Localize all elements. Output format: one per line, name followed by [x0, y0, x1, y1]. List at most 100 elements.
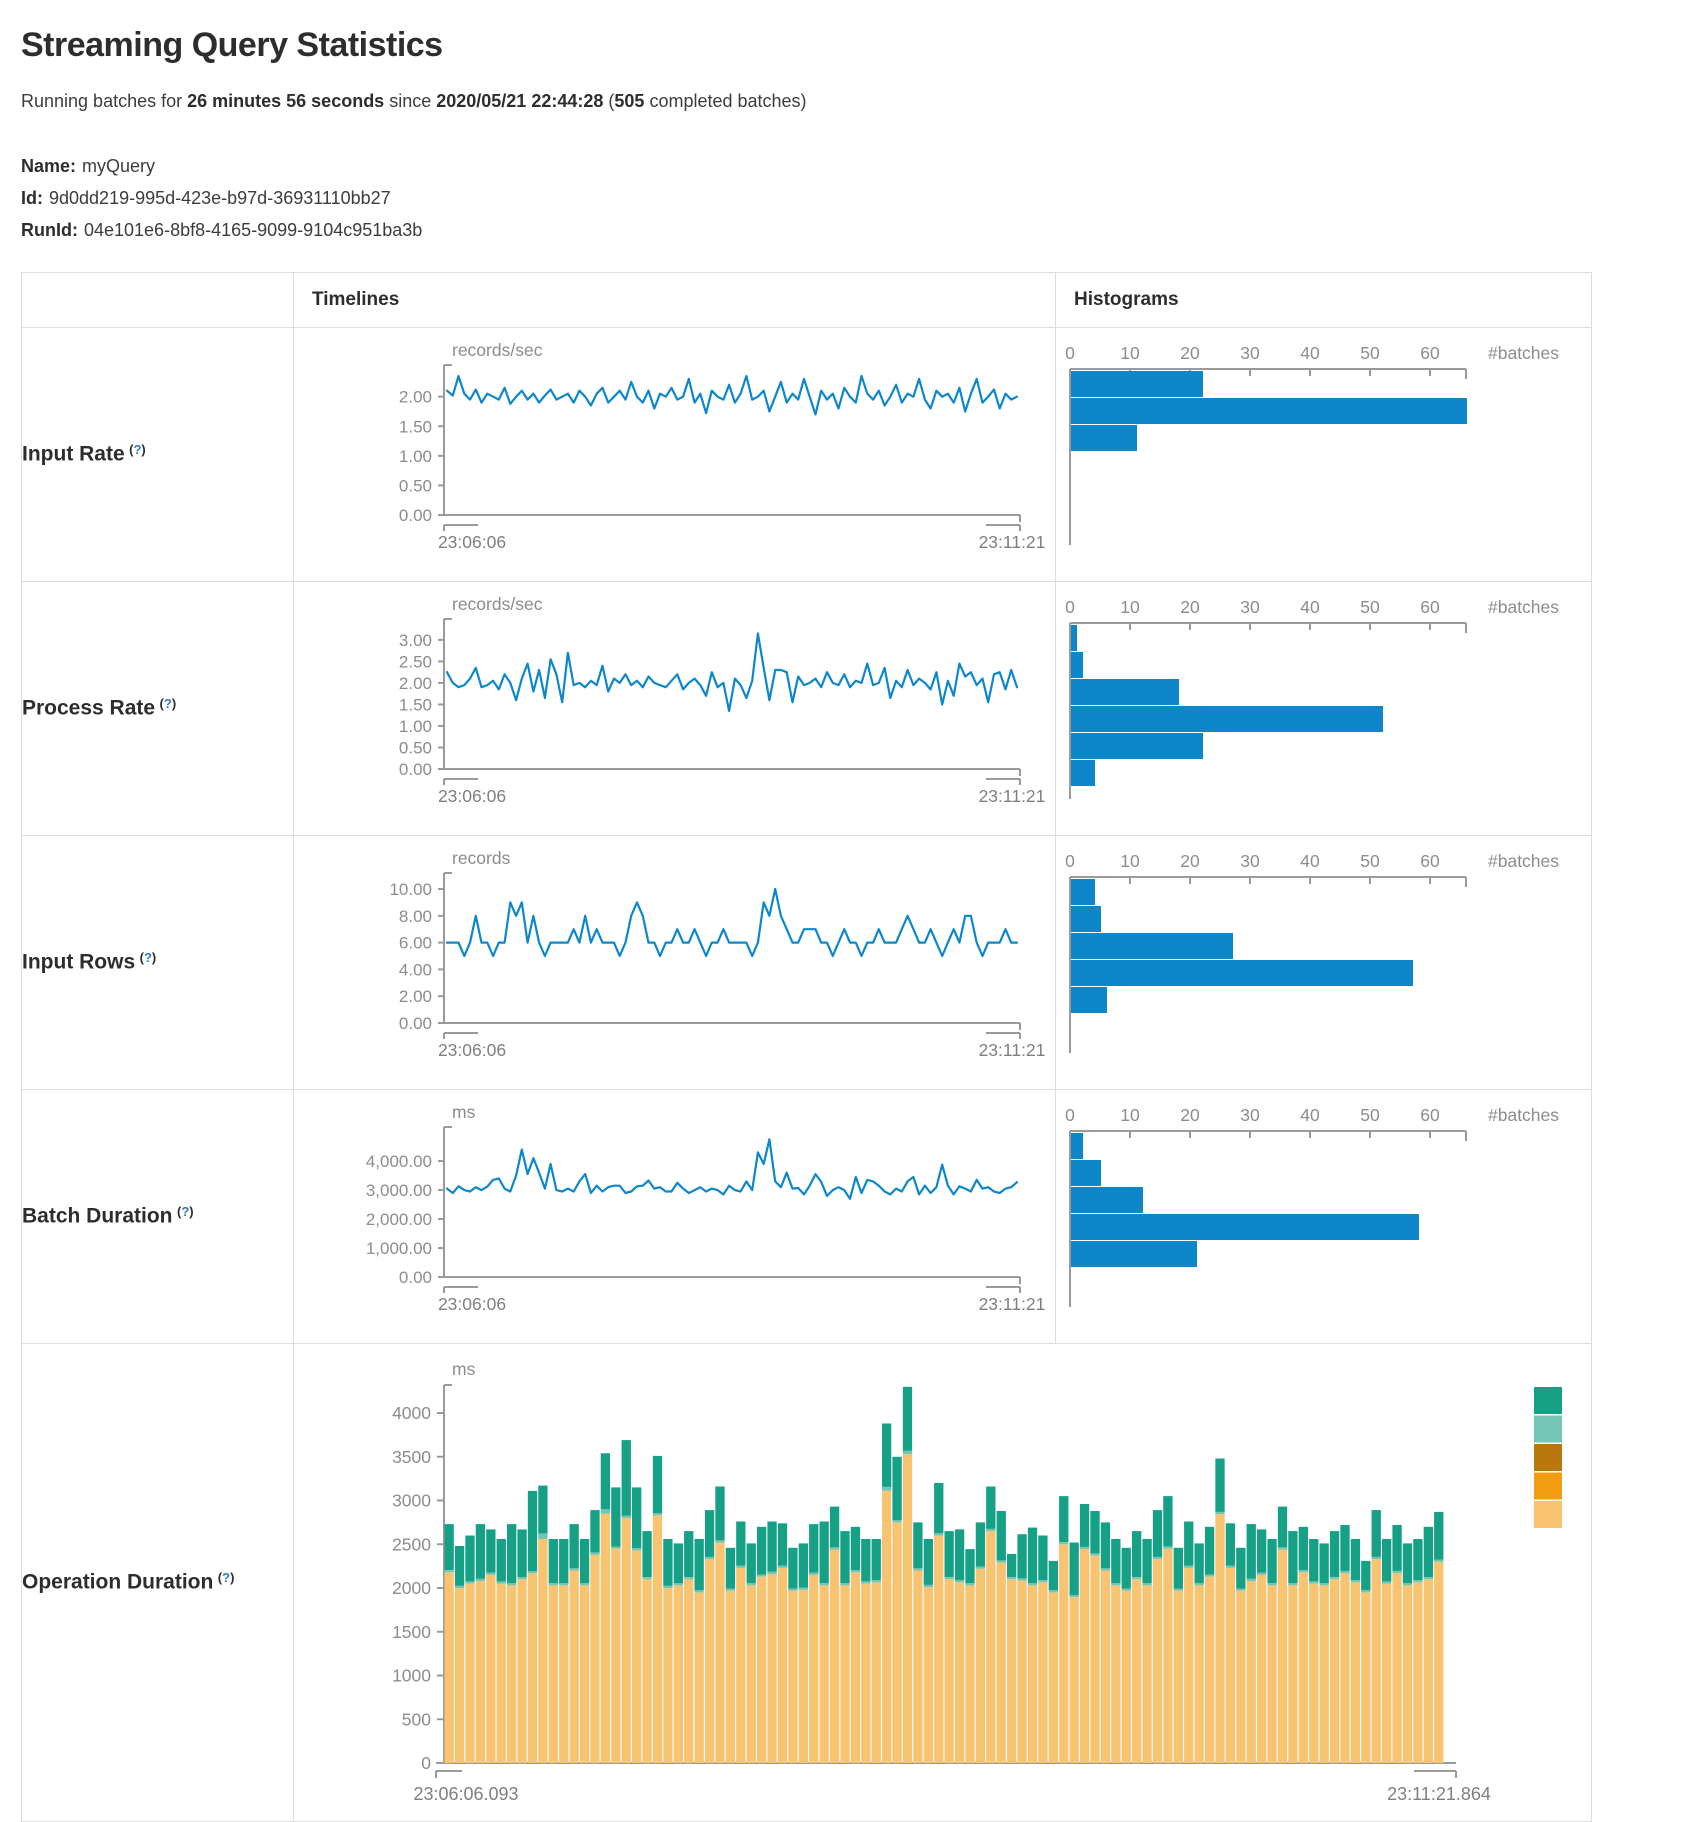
operation-duration-help-hint[interactable]: (?): [217, 1570, 235, 1586]
svg-text:2.50: 2.50: [399, 652, 432, 671]
input-rate-histogram-chart: 0 10 20 30 40 50 60 #batches: [1056, 329, 1591, 581]
input-rate-timeline-chart: records/sec 0.00 0.50 1.00 1.50 2.00 23:06:06 2…: [294, 329, 1055, 581]
svg-text:10.00: 10.00: [389, 880, 432, 899]
input-rate-row: Input Rate (?) records/sec 0.00 0.50 1.00 1.…: [21, 327, 1592, 582]
input-rows-row: Input Rows (?) records 0.00 2.00 4.00 6.00 8.…: [21, 835, 1592, 1090]
svg-text:500: 500: [402, 1709, 431, 1729]
svg-text:30: 30: [1240, 851, 1260, 871]
input_rows-timeline-svg: records 0.00 2.00 4.00 6.00 8.00 10.00 23:06:06…: [389, 848, 1045, 1060]
svg-text:30: 30: [1240, 1105, 1260, 1125]
svg-text:1.50: 1.50: [399, 417, 432, 436]
svg-text:60: 60: [1420, 1105, 1440, 1125]
svg-text:50: 50: [1360, 597, 1380, 617]
svg-text:0.00: 0.00: [399, 1014, 432, 1033]
svg-text:0.00: 0.00: [399, 1268, 432, 1287]
svg-text:2.00: 2.00: [399, 987, 432, 1006]
svg-text:23:11:21: 23:11:21: [979, 532, 1046, 552]
process_rate-timeline-svg: records/sec 0.00 0.50 1.00 1.50 2.00 2.50 3.00 2…: [399, 594, 1046, 806]
svg-text:0: 0: [421, 1753, 431, 1773]
svg-text:1,000.00: 1,000.00: [366, 1239, 432, 1258]
svg-text:40: 40: [1300, 597, 1320, 617]
empty-header-cell: [21, 272, 294, 328]
input-rows-help-hint[interactable]: (?): [139, 950, 157, 966]
id-value: 9d0dd219-995d-423e-b97d-36931110bb27: [49, 188, 391, 208]
svg-text:0.00: 0.00: [399, 760, 432, 779]
statistics-table: Timelines Histograms Input Rate (?) reco…: [21, 272, 1592, 1822]
running-summary: Running batches for 26 minutes 56 second…: [21, 91, 807, 111]
legend-swatch-1[interactable]: [1534, 1415, 1562, 1442]
svg-text:30: 30: [1240, 597, 1260, 617]
svg-text:1500: 1500: [392, 1621, 431, 1641]
svg-text:23:06:06.093: 23:06:06.093: [413, 1784, 518, 1804]
svg-text:50: 50: [1360, 851, 1380, 871]
page-title: Streaming Query Statistics: [21, 26, 443, 64]
process-rate-help-hint[interactable]: (?): [159, 696, 177, 712]
query-info: Name: myQuery Id: 9d0dd219-995d-423e-b97d-…: [21, 150, 1693, 246]
svg-text:3500: 3500: [392, 1446, 431, 1466]
input_rate-timeline-svg: records/sec 0.00 0.50 1.00 1.50 2.00 23:06:06 2…: [399, 340, 1046, 552]
operation-duration-legend[interactable]: [1534, 1386, 1562, 1528]
svg-text:0: 0: [1065, 343, 1075, 363]
svg-text:23:06:06: 23:06:06: [438, 1294, 506, 1314]
svg-text:20: 20: [1180, 597, 1200, 617]
svg-text:2.00: 2.00: [399, 387, 432, 406]
input-rate-label: Input Rate: [22, 442, 125, 466]
svg-text:60: 60: [1420, 851, 1440, 871]
svg-text:2500: 2500: [392, 1534, 431, 1554]
name-value: myQuery: [82, 156, 156, 176]
input-rate-help-hint[interactable]: (?): [129, 442, 146, 458]
svg-text:50: 50: [1360, 343, 1380, 363]
input-rows-histogram-chart: 0 10 20 30 40 50 60 #batches: [1056, 837, 1591, 1089]
svg-text:40: 40: [1300, 1105, 1320, 1125]
name-label: Name:: [21, 156, 77, 176]
svg-text:#batches: #batches: [1488, 597, 1559, 617]
svg-text:23:06:06: 23:06:06: [438, 786, 506, 806]
histograms-header: Histograms: [1055, 272, 1592, 328]
svg-text:records: records: [452, 848, 511, 868]
query-id-row: Id: 9d0dd219-995d-423e-b97d-36931110bb27: [21, 182, 1693, 214]
svg-text:10: 10: [1120, 597, 1140, 617]
process-rate-label: Process Rate: [22, 696, 156, 720]
svg-text:1.00: 1.00: [399, 716, 432, 735]
svg-text:3000: 3000: [392, 1490, 431, 1510]
batch-duration-label: Batch Duration: [22, 1204, 173, 1228]
svg-text:4,000.00: 4,000.00: [366, 1152, 432, 1171]
legend-swatch-2[interactable]: [1534, 1443, 1562, 1471]
svg-text:60: 60: [1420, 343, 1440, 363]
svg-text:0.00: 0.00: [399, 506, 432, 525]
process-rate-histogram-chart: 0 10 20 30 40 50 60 #batches: [1056, 583, 1591, 835]
svg-text:40: 40: [1300, 851, 1320, 871]
svg-text:23:11:21: 23:11:21: [979, 1294, 1046, 1314]
svg-text:20: 20: [1180, 1105, 1200, 1125]
svg-text:4000: 4000: [392, 1403, 431, 1423]
svg-text:23:06:06: 23:06:06: [438, 1040, 506, 1060]
svg-text:0.50: 0.50: [399, 738, 432, 757]
svg-text:0: 0: [1065, 851, 1075, 871]
svg-text:23:11:21: 23:11:21: [979, 786, 1046, 806]
batch-duration-help-hint[interactable]: (?): [176, 1204, 194, 1220]
running-duration: 26 minutes 56 seconds: [187, 91, 385, 111]
svg-text:20: 20: [1180, 851, 1200, 871]
svg-text:6.00: 6.00: [399, 933, 432, 952]
timelines-header: Timelines: [293, 272, 1056, 328]
input_rows-histogram-svg: 0 10 20 30 40 50 60 #batches: [1065, 851, 1559, 1053]
runid-label: RunId:: [21, 220, 78, 240]
legend-swatch-4[interactable]: [1534, 1500, 1562, 1528]
svg-text:records/sec: records/sec: [452, 340, 543, 360]
svg-text:23:11:21.864: 23:11:21.864: [1387, 1784, 1491, 1804]
svg-text:#batches: #batches: [1488, 851, 1559, 871]
legend-swatch-0[interactable]: [1534, 1386, 1562, 1414]
start-time: 2020/05/21 22:44:28: [436, 91, 604, 111]
svg-text:60: 60: [1420, 597, 1440, 617]
svg-text:40: 40: [1300, 343, 1320, 363]
legend-swatch-3[interactable]: [1534, 1472, 1562, 1499]
batch_duration-timeline-svg: ms 0.00 1,000.00 2,000.00 3,000.00 4,000.00 23…: [366, 1102, 1046, 1314]
svg-text:ms: ms: [452, 1102, 476, 1122]
svg-text:2,000.00: 2,000.00: [366, 1210, 432, 1229]
svg-text:1000: 1000: [392, 1665, 431, 1685]
runid-value: 04e101e6-8bf8-4165-9099-9104c951ba3b: [83, 220, 423, 240]
input-rows-timeline-chart: records 0.00 2.00 4.00 6.00 8.00 10.00 23:06:06…: [294, 837, 1055, 1089]
svg-text:30: 30: [1240, 343, 1260, 363]
svg-text:records/sec: records/sec: [452, 594, 543, 614]
